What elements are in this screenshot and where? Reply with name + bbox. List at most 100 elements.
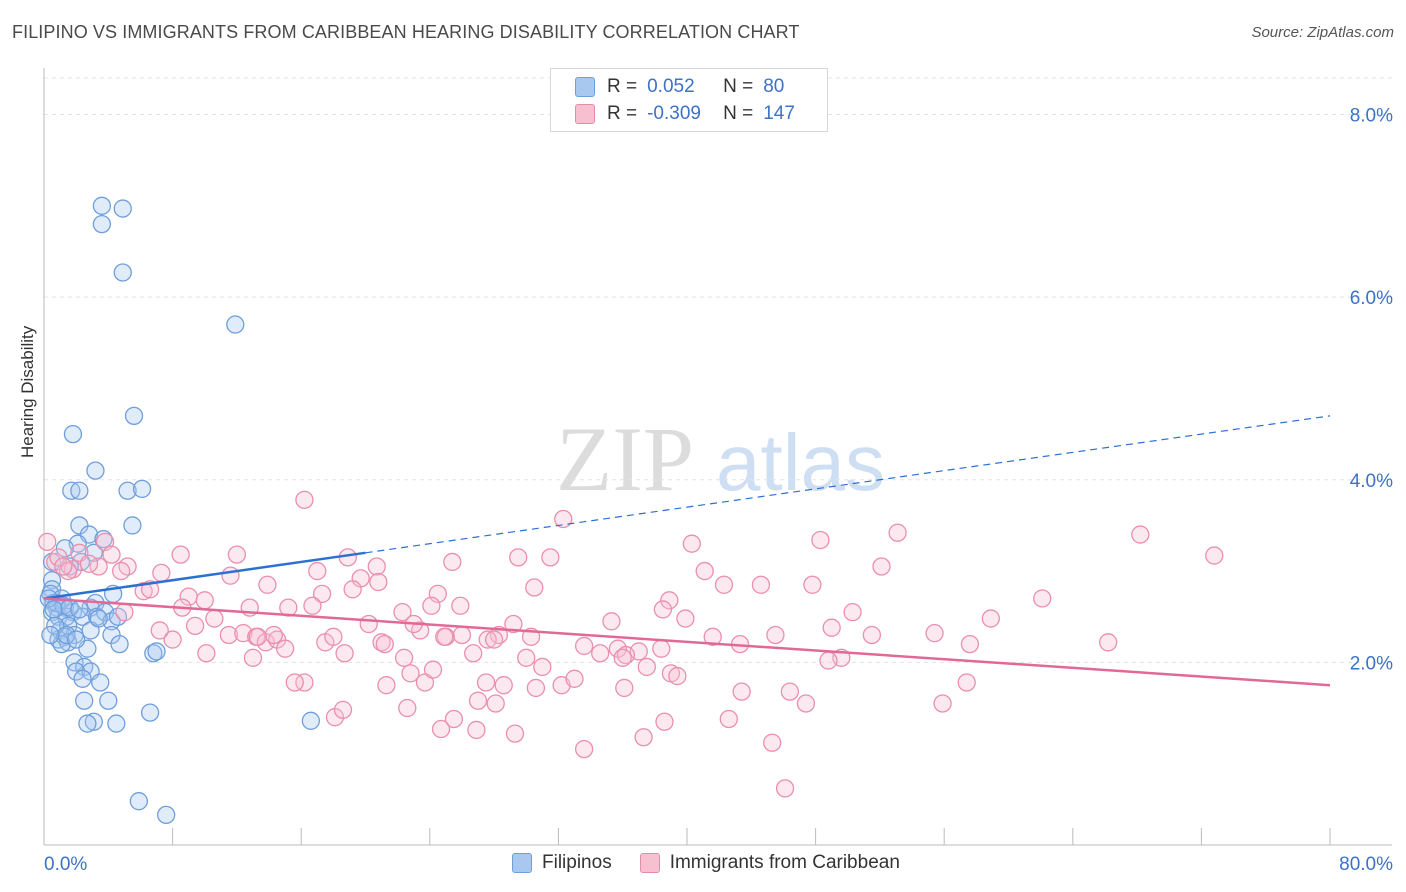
x-tick-label: 80.0% — [1339, 854, 1393, 875]
caribbean-point — [377, 676, 396, 695]
caribbean-point — [197, 644, 216, 663]
filipinos-point — [84, 543, 103, 562]
caribbean-point — [634, 728, 653, 747]
filipinos-point — [113, 263, 132, 282]
caribbean-point — [888, 523, 907, 542]
caribbean-point — [981, 609, 1000, 628]
caribbean-point — [258, 575, 277, 594]
legend-swatch-filipinos — [512, 853, 532, 873]
caribbean-point — [660, 591, 679, 610]
caribbean-point — [486, 694, 505, 713]
legend-label-filipinos: Filipinos — [542, 852, 612, 873]
caribbean-point — [444, 709, 464, 729]
legend-r-label: R = — [607, 103, 638, 124]
caribbean-point — [285, 673, 304, 692]
x-tick-label: 0.0% — [44, 854, 87, 875]
caribbean-point — [655, 712, 674, 731]
filipinos-point — [84, 712, 103, 731]
caribbean-point — [613, 648, 632, 667]
y-tick-label: 8.0% — [1350, 106, 1393, 127]
caribbean-point — [574, 739, 594, 759]
caribbean-point — [423, 660, 443, 679]
legend-n-label: N = — [723, 76, 754, 97]
caribbean-point — [872, 557, 891, 576]
caribbean-point — [803, 575, 822, 594]
caribbean-point — [54, 557, 73, 576]
caribbean-point — [248, 627, 267, 646]
caribbean-point — [468, 691, 488, 710]
caribbean-point — [171, 545, 190, 564]
legend-swatch-caribbean — [639, 853, 660, 873]
filipinos-point — [91, 673, 110, 692]
caribbean-point — [822, 618, 841, 637]
caribbean-point — [811, 530, 830, 550]
filipinos-point — [140, 703, 160, 722]
legend-n-label: N = — [723, 103, 754, 124]
caribbean-point — [541, 548, 560, 567]
y-tick-label: 2.0% — [1350, 653, 1393, 674]
caribbean-point — [369, 572, 388, 592]
caribbean-point — [422, 596, 441, 615]
y-axis-label: Hearing Disability — [18, 325, 37, 458]
caribbean-point — [221, 566, 240, 585]
legend-swatch-caribbean — [575, 104, 595, 124]
caribbean-point — [1099, 633, 1118, 652]
filipinos-point — [70, 481, 89, 500]
filipinos-point — [301, 711, 320, 730]
filipinos-point — [89, 609, 108, 628]
filipinos-point — [63, 424, 83, 444]
caribbean-point — [925, 624, 944, 643]
caribbean-point — [195, 591, 214, 610]
caribbean-point — [484, 630, 504, 649]
caribbean-point — [509, 548, 528, 567]
caribbean-point — [435, 627, 454, 646]
caribbean-point — [295, 490, 314, 510]
caribbean-point — [401, 664, 420, 683]
filipinos-point — [75, 691, 94, 710]
caribbean-point — [295, 673, 314, 692]
caribbean-point — [333, 700, 353, 720]
filipinos-point — [110, 634, 129, 654]
filipinos-point — [73, 669, 92, 688]
caribbean-point — [324, 627, 343, 646]
caribbean-point — [367, 557, 386, 576]
caribbean-point — [494, 676, 513, 695]
watermark-atlas: atlas — [716, 418, 885, 507]
caribbean-point — [152, 563, 171, 583]
caribbean-point — [112, 561, 131, 581]
filipinos-point — [226, 315, 245, 334]
caribbean-point — [775, 779, 795, 798]
caribbean-point — [533, 657, 552, 677]
legend-n-value: 80 — [763, 76, 785, 97]
caribbean-point — [308, 561, 327, 581]
filipinos-point — [129, 792, 148, 811]
caribbean-point — [243, 648, 263, 667]
caribbean-point — [205, 609, 224, 628]
legend-r-label: R = — [607, 76, 638, 97]
caribbean-point — [766, 625, 785, 645]
caribbean-trendline — [43, 597, 1331, 687]
caribbean-point — [372, 633, 391, 652]
caribbean-point — [134, 582, 153, 601]
filipinos-trendline-extension — [365, 415, 1331, 554]
legend-row-caribbean: R = -0.309 N = 147 — [575, 102, 795, 126]
caribbean-point — [695, 561, 714, 581]
caribbean-point — [478, 630, 497, 649]
caribbean-point — [615, 678, 634, 698]
filipinos-point — [99, 691, 118, 710]
legend-item-filipinos[interactable]: Filipinos — [512, 852, 612, 874]
filipinos-point — [107, 714, 126, 733]
filipinos-point — [132, 479, 152, 499]
caribbean-point — [115, 603, 134, 622]
caribbean-point — [862, 625, 882, 645]
caribbean-point — [343, 580, 362, 599]
caribbean-point — [504, 614, 523, 634]
legend-item-caribbean[interactable]: Immigrants from Caribbean — [639, 852, 900, 874]
caribbean-point — [517, 648, 536, 667]
filipinos-point — [92, 214, 112, 234]
filipinos-point — [123, 516, 142, 535]
caribbean-point — [719, 709, 738, 729]
filipinos-point — [86, 461, 105, 480]
caribbean-point — [1033, 589, 1052, 608]
caribbean-point — [49, 548, 68, 567]
